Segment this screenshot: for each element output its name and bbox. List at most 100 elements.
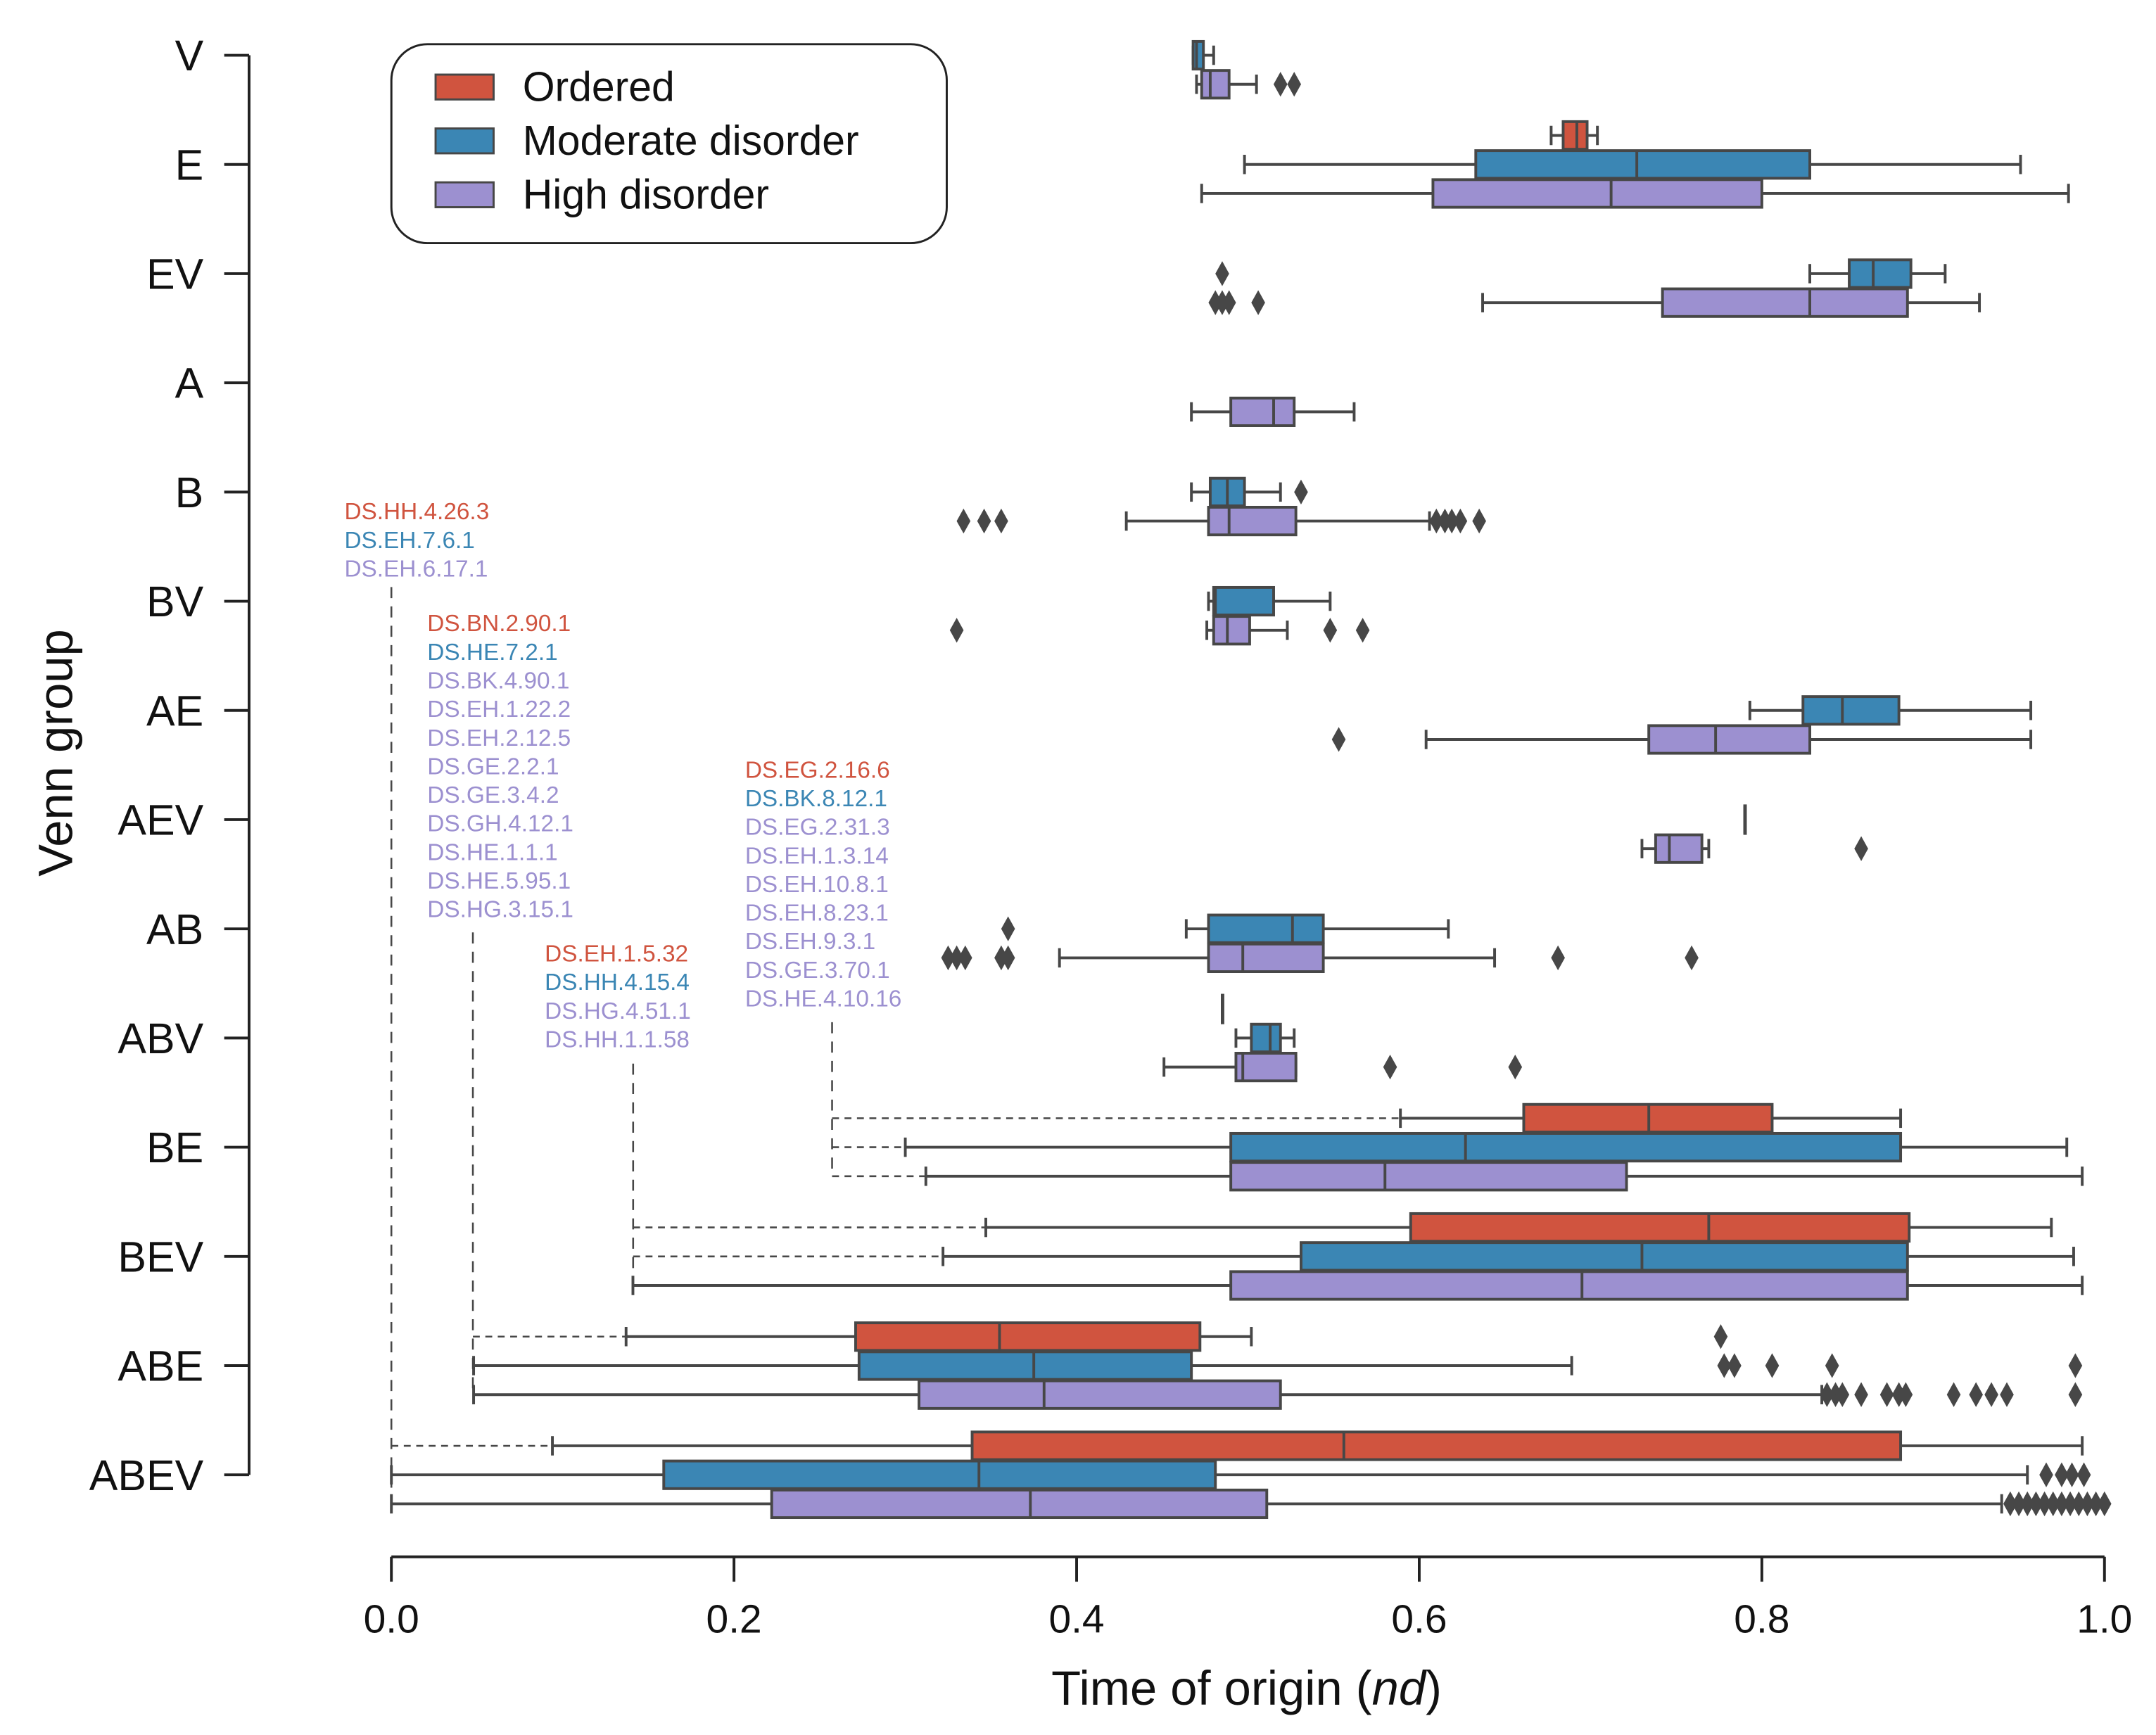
outlier-point <box>994 508 1008 534</box>
outlier-point <box>1429 508 1444 534</box>
box-A-high <box>1190 396 1356 427</box>
annotation-label: DS.HH.1.1.58 <box>545 1027 690 1053</box>
box-BE-high <box>924 1161 2084 1192</box>
box-iqr <box>662 1459 1217 1490</box>
outlier-point <box>1854 1382 1868 1407</box>
y-tick-label-AEV: AEV <box>118 796 203 844</box>
box-ABE-ordered <box>624 1321 1728 1352</box>
box-iqr <box>918 1379 1282 1410</box>
box-iqr <box>1848 258 1913 289</box>
annotation-label: DS.GH.4.12.1 <box>427 811 573 837</box>
outlier-point <box>2012 1491 2026 1517</box>
box-V-moderate <box>1191 39 1215 71</box>
annotation-label: DS.BK.8.12.1 <box>745 786 887 812</box>
box-ABV-ordered <box>1221 993 1224 1024</box>
y-axis-title: Venn group <box>29 629 83 876</box>
outlier-point <box>1765 1353 1780 1378</box>
annotation-label: DS.EH.6.17.1 <box>344 557 488 583</box>
x-axis: 0.0 0.2 0.4 0.6 0.8 1.0 <box>364 1555 2132 1642</box>
box-iqr <box>1229 1131 1903 1163</box>
outlier-point <box>1879 1382 1894 1407</box>
annotation-label: DS.HH.4.15.4 <box>545 970 690 996</box>
legend-label-moderate: Moderate disorder <box>523 118 859 164</box>
outlier-point <box>1445 508 1459 534</box>
box-ABE-moderate <box>472 1350 2083 1381</box>
outlier-point <box>2000 1382 2014 1407</box>
box-B-high <box>956 505 1486 537</box>
box-iqr <box>1207 942 1325 974</box>
box-iqr <box>1200 69 1231 100</box>
outlier-point <box>1969 1382 1984 1407</box>
annotation-group-BE: DS.EG.2.16.6DS.BK.8.12.1DS.EG.2.31.3DS.E… <box>745 757 1401 1178</box>
annotation-label: DS.EG.2.31.3 <box>745 815 890 841</box>
box-ABEV-moderate <box>390 1459 2091 1490</box>
legend-frame <box>390 43 948 245</box>
outlier-point <box>1472 508 1486 534</box>
box-iqr <box>1300 1241 1909 1272</box>
box-AB-high <box>941 942 1699 974</box>
box-AE-high <box>1331 724 2033 755</box>
outlier-point <box>1508 1054 1523 1080</box>
x-tick-label-0.2: 0.2 <box>706 1597 762 1642</box>
box-iqr <box>1191 39 1205 71</box>
box-iqr <box>1250 1022 1282 1053</box>
outlier-point <box>2020 1491 2035 1517</box>
annotation-group-ABEV: DS.HH.4.26.3 DS.EH.7.6.1 DS.EH.6.17.1 <box>344 499 553 1504</box>
annotation-label: DS.HE.5.95.1 <box>427 868 571 894</box>
outlier-point <box>1854 836 1868 861</box>
y-tick-label-BE: BE <box>146 1124 203 1171</box>
outlier-point <box>1835 1382 1850 1407</box>
box-iqr <box>770 1488 1269 1520</box>
outlier-point <box>1001 916 1015 941</box>
box-iqr <box>854 1321 1202 1352</box>
annotation-group-BEV: DS.EH.1.5.32 DS.HH.4.15.4DS.HG.4.51.1 DS.H… <box>545 941 987 1286</box>
y-tick-label-A: A <box>175 360 204 407</box>
box-BE-moderate <box>903 1131 2069 1163</box>
box-E-moderate <box>1243 149 2022 180</box>
annotation-label: DS.EH.7.6.1 <box>344 528 474 554</box>
x-axis-title-italic: nd <box>1372 1661 1428 1715</box>
box-E-ordered <box>1549 120 1599 151</box>
outlier-point <box>2072 1491 2086 1517</box>
x-axis-title-suffix: ) <box>1426 1661 1442 1715</box>
outlier-point <box>1717 1353 1732 1378</box>
annotation-label: DS.HH.4.26.3 <box>344 499 489 525</box>
outlier-point <box>1323 618 1338 643</box>
outlier-point <box>1453 508 1468 534</box>
box-iqr <box>1229 1161 1628 1192</box>
legend-label-high: High disorder <box>523 172 769 217</box>
x-tick-label-0.0: 0.0 <box>364 1597 419 1642</box>
x-tick-label-0.8: 0.8 <box>1734 1597 1789 1642</box>
outlier-point <box>958 945 972 971</box>
outlier-point <box>977 508 991 534</box>
legend-label-ordered: Ordered <box>523 64 675 110</box>
outlier-point <box>2055 1462 2069 1487</box>
y-tick-label-ABE: ABE <box>118 1342 203 1390</box>
box-iqr <box>857 1350 1193 1381</box>
y-tick-label-BEV: BEV <box>118 1233 203 1280</box>
outlier-point <box>1713 1324 1728 1349</box>
outlier-point <box>2076 1462 2091 1487</box>
box-iqr <box>1229 1270 1909 1301</box>
outlier-point <box>2055 1491 2069 1517</box>
box-V-high <box>1195 69 1302 100</box>
outlier-point <box>2068 1353 2083 1378</box>
box-E-high <box>1200 178 2070 209</box>
box-iqr <box>1234 1052 1298 1083</box>
outlier-point <box>1551 945 1565 971</box>
legend-swatch-moderate <box>434 127 495 155</box>
outlier-point <box>1984 1382 1998 1407</box>
y-tick-label-AB: AB <box>146 905 203 953</box>
x-tick-label-1.0: 1.0 <box>2076 1597 2132 1642</box>
annotation-label: DS.HE.4.10.16 <box>745 986 902 1012</box>
legend-swatch-high <box>434 181 495 208</box>
outlier-point <box>2080 1491 2095 1517</box>
box-BV-moderate <box>1207 585 1332 617</box>
y-tick-label-ABEV: ABEV <box>89 1451 204 1499</box>
outlier-point <box>2097 1491 2112 1517</box>
outlier-point <box>2029 1491 2043 1517</box>
box-iqr <box>1661 287 1909 318</box>
outlier-point <box>1946 1382 1961 1407</box>
box-iqr <box>1409 1212 1911 1243</box>
